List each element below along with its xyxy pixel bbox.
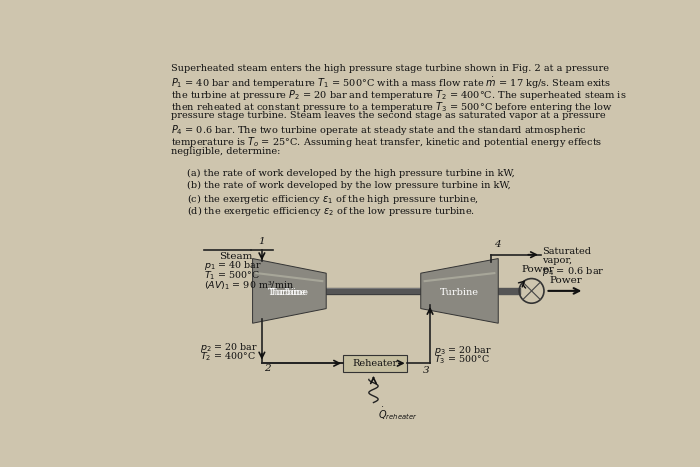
Text: (c) the exergetic efficiency $\varepsilon_1$ of the high pressure turbine,: (c) the exergetic efficiency $\varepsilo… bbox=[187, 192, 479, 206]
Polygon shape bbox=[253, 259, 326, 323]
Text: Steam: Steam bbox=[219, 252, 253, 262]
Text: Power: Power bbox=[550, 276, 582, 285]
Text: $T_2$ = 400°C: $T_2$ = 400°C bbox=[200, 350, 256, 363]
Text: Power: Power bbox=[522, 265, 554, 274]
Text: Superheated steam enters the high pressure stage turbine shown in Fig. 2 at a pr: Superheated steam enters the high pressu… bbox=[172, 64, 609, 73]
Text: then reheated at constant pressure to a temperature $T_3$ = 500°C before enterin: then reheated at constant pressure to a … bbox=[172, 99, 613, 113]
Text: 2: 2 bbox=[264, 364, 271, 373]
Text: Turbine: Turbine bbox=[440, 288, 479, 297]
Text: $(AV)_1$ = 90 m³/min: $(AV)_1$ = 90 m³/min bbox=[204, 279, 294, 292]
Text: temperature is $T_o$ = 25°C. Assuming heat transfer, kinetic and potential energ: temperature is $T_o$ = 25°C. Assuming he… bbox=[172, 135, 603, 149]
Text: Turbine: Turbine bbox=[268, 288, 307, 297]
Text: 4: 4 bbox=[494, 240, 500, 248]
Text: negligible, determine:: negligible, determine: bbox=[172, 147, 281, 156]
Text: (d) the exergetic efficiency $\varepsilon_2$ of the low pressure turbine.: (d) the exergetic efficiency $\varepsilo… bbox=[187, 204, 475, 218]
Text: $T_1$ = 500°C: $T_1$ = 500°C bbox=[204, 269, 260, 282]
Text: 3: 3 bbox=[423, 366, 430, 375]
Text: $p_4$ = 0.6 bar: $p_4$ = 0.6 bar bbox=[542, 265, 605, 278]
Text: $p_2$ = 20 bar: $p_2$ = 20 bar bbox=[200, 341, 258, 354]
Text: $P_1$ = 40 bar and temperature $T_1$ = 500°C with a mass flow rate $\dot{m}$ = 1: $P_1$ = 40 bar and temperature $T_1$ = 5… bbox=[172, 76, 612, 91]
Text: vapor,: vapor, bbox=[542, 256, 573, 265]
Text: Turbine: Turbine bbox=[270, 288, 309, 297]
Text: $p_3$ = 20 bar: $p_3$ = 20 bar bbox=[434, 344, 492, 357]
Text: $p_1$ = 40 bar: $p_1$ = 40 bar bbox=[204, 259, 262, 272]
Text: 1: 1 bbox=[258, 237, 265, 246]
Text: the turbine at pressure $P_2$ = 20 bar and temperature $T_2$ = 400°C. The superh: the turbine at pressure $P_2$ = 20 bar a… bbox=[172, 88, 626, 102]
Text: $P_4$ = 0.6 bar. The two turbine operate at steady state and the standard atmosp: $P_4$ = 0.6 bar. The two turbine operate… bbox=[172, 123, 587, 137]
Text: (b) the rate of work developed by the low pressure turbine in kW,: (b) the rate of work developed by the lo… bbox=[187, 180, 510, 190]
Text: (a) the rate of work developed by the high pressure turbine in kW,: (a) the rate of work developed by the hi… bbox=[187, 169, 514, 177]
Text: $\dot{Q}_{reheater}$: $\dot{Q}_{reheater}$ bbox=[378, 405, 418, 422]
Bar bbox=[343, 355, 407, 372]
Text: $T_3$ = 500°C: $T_3$ = 500°C bbox=[434, 353, 490, 366]
Text: pressure stage turbine. Steam leaves the second stage as saturated vapor at a pr: pressure stage turbine. Steam leaves the… bbox=[172, 112, 606, 120]
Text: Reheater: Reheater bbox=[352, 359, 398, 368]
Text: Saturated: Saturated bbox=[542, 247, 592, 256]
Polygon shape bbox=[421, 259, 498, 323]
